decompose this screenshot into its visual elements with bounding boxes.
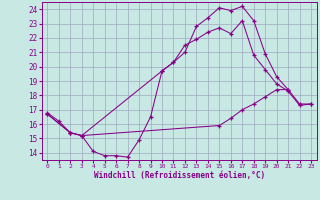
X-axis label: Windchill (Refroidissement éolien,°C): Windchill (Refroidissement éolien,°C) (94, 171, 265, 180)
